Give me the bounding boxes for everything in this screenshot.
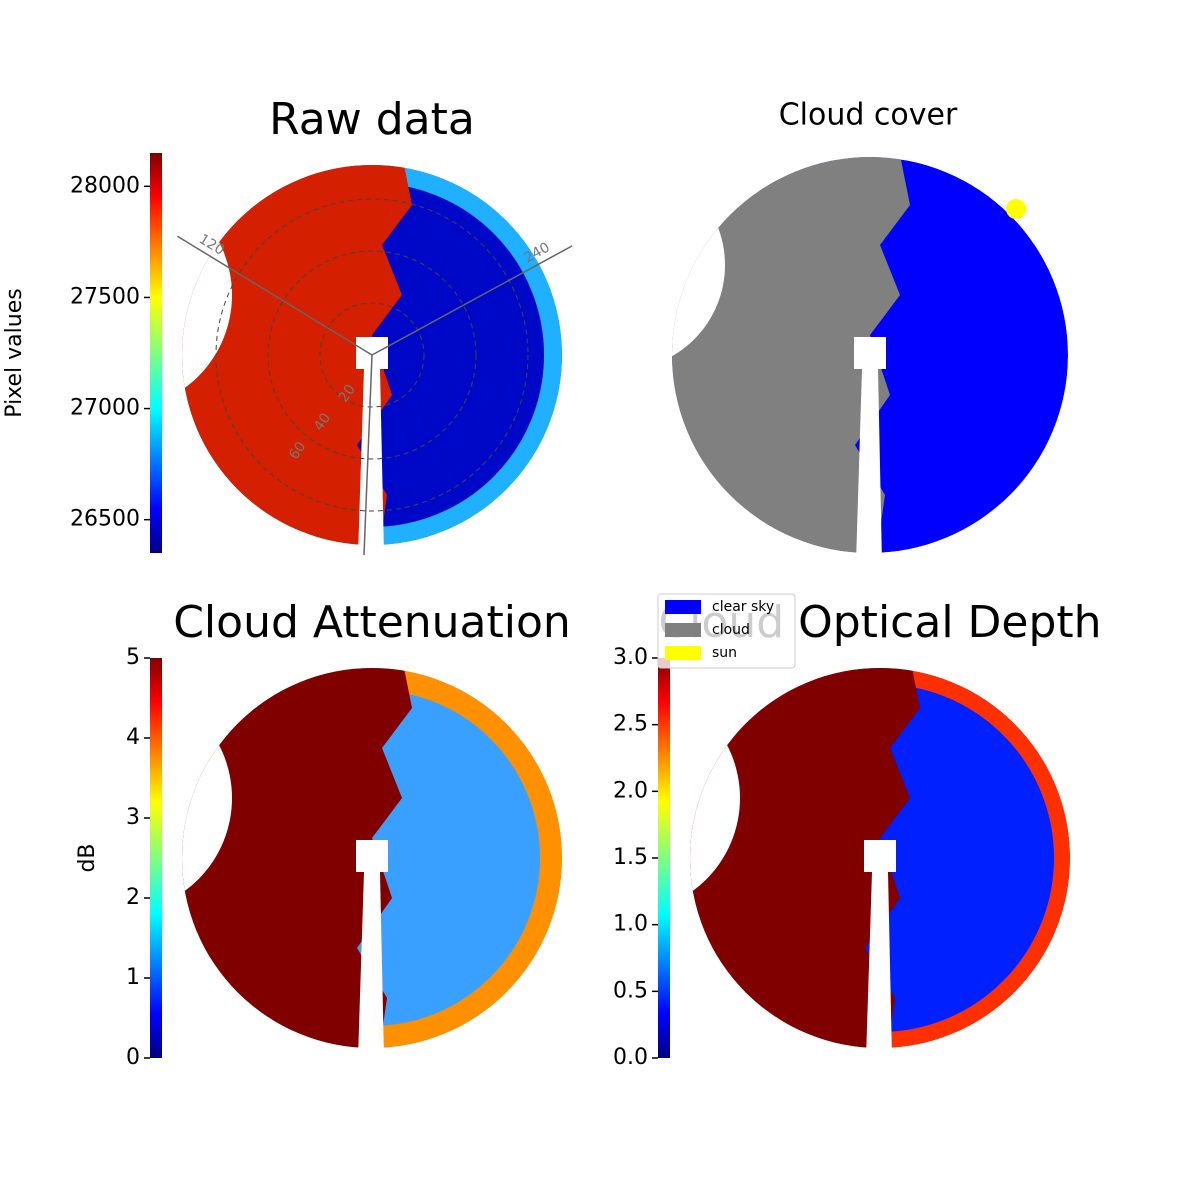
colorbar-tick-label: 26500 — [70, 507, 140, 532]
colorbar-tick-label: 2.0 — [613, 778, 648, 803]
colorbar-tick-label: 2 — [126, 885, 140, 910]
colorbar-tick-label: 0.5 — [613, 978, 648, 1003]
colorbar-tick-label: 28000 — [70, 173, 140, 198]
cloud-region — [182, 668, 412, 1048]
colorbar-tick-label: 2.5 — [613, 712, 648, 737]
legend-label: sun — [712, 645, 737, 661]
sun-marker — [1006, 199, 1026, 219]
legend-label: cloud — [712, 622, 750, 638]
polar-spoke — [371, 245, 573, 356]
colorbar-tick-label: 27000 — [70, 396, 140, 421]
polar-ring — [215, 198, 529, 512]
colorbar-tick-label: 27500 — [70, 284, 140, 309]
colorbar-label: Pixel values — [2, 288, 27, 417]
colorbar-tick-label: 5 — [126, 645, 140, 670]
sky-image — [690, 668, 1070, 1048]
colorbar-label: dB — [75, 843, 100, 872]
panel-title: Cloud Attenuation — [173, 597, 571, 648]
pole-mask — [356, 840, 388, 1058]
colorbar-tick-label: 1.0 — [613, 912, 648, 937]
polar-spoke — [176, 235, 373, 356]
cloud-region — [672, 157, 910, 553]
cloud-region — [690, 668, 920, 1048]
horizon-mask — [182, 683, 232, 913]
sky-image — [672, 157, 1068, 553]
legend: clear sky cloud sun — [657, 593, 796, 669]
colorbar-tick-label: 1.5 — [613, 845, 648, 870]
colorbar-tick-label: 3 — [126, 805, 140, 830]
polar-ring — [267, 250, 477, 460]
panel-title: Raw data — [269, 94, 475, 145]
colorbar-tick-label: 0.0 — [613, 1045, 648, 1070]
colorbar — [658, 658, 670, 1058]
pole-mask — [356, 337, 388, 555]
legend-label: clear sky — [712, 599, 774, 615]
polar-spoke — [363, 354, 373, 556]
colorbar-tick-label: 0 — [126, 1045, 140, 1070]
colorbar — [150, 153, 162, 553]
colorbar-tick-label: 4 — [126, 725, 140, 750]
panel-title: Cloud cover — [779, 98, 958, 133]
colorbar — [150, 658, 162, 1058]
pole-mask — [864, 840, 896, 1058]
colorbar-tick-label: 1 — [126, 965, 140, 990]
legend-swatch — [665, 646, 701, 660]
colorbar-tick-label: 3.0 — [613, 645, 648, 670]
legend-swatch — [665, 600, 701, 614]
pole-mask — [854, 337, 886, 563]
sky-image — [182, 165, 562, 545]
polar-ring — [319, 302, 425, 408]
legend-swatch — [665, 623, 701, 637]
cloud-region — [182, 165, 412, 545]
